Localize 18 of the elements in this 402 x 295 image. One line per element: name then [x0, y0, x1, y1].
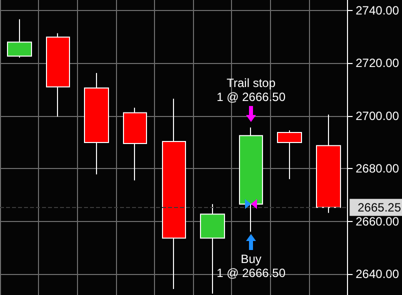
- candlestick: [200, 204, 225, 294]
- y-tick-label: 2660.00: [356, 214, 400, 228]
- candlestick: [277, 130, 302, 180]
- candlestick: [239, 126, 263, 232]
- candlestick: [7, 18, 32, 58]
- y-tick-label: 2740.00: [356, 4, 400, 18]
- candlestick: [316, 114, 341, 214]
- candlestick: [123, 107, 147, 181]
- candlestick: [46, 32, 70, 118]
- y-tick-label: 2720.00: [356, 56, 400, 70]
- y-tick-label: 2700.00: [356, 108, 400, 123]
- annotation: Trail stop 1 @ 2666.50: [216, 76, 286, 104]
- candlestick: [162, 98, 186, 290]
- y-tick-label: 2680.00: [356, 162, 400, 176]
- y-tick-label: 2640.00: [356, 266, 400, 281]
- candlestick: [84, 72, 109, 175]
- annotation: Buy 1 @ 2666.50: [216, 252, 286, 280]
- ref-line-label: 2665.25: [358, 200, 402, 214]
